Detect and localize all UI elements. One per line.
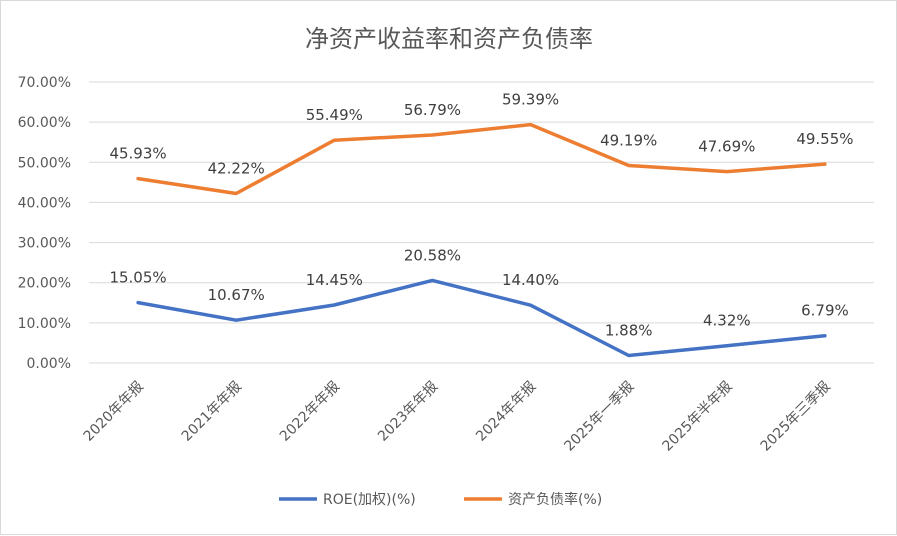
y-axis-ticks: 0.00% 10.00% 20.00% 30.00% 40.00% 50.00% 60.00… <box>18 75 71 372</box>
x-tick-label: 2023年年报 <box>375 379 441 445</box>
data-label: 6.79% <box>801 302 849 320</box>
data-label: 42.22% <box>208 160 265 178</box>
series-lines <box>136 122 827 358</box>
data-label: 49.55% <box>796 130 853 148</box>
legend-label-2[interactable]: 资产负债率(%) <box>508 491 602 508</box>
x-tick-label: 2024年年报 <box>473 379 539 445</box>
data-label: 55.49% <box>306 106 363 124</box>
x-tick-label: 2020年年报 <box>81 379 147 445</box>
y-tick-label: 30.00% <box>18 236 71 252</box>
x-axis-ticks: 2020年年报 2021年年报 2022年年报 2023年年报 2024年年报 2025年… <box>81 379 834 455</box>
x-tick-label: 2021年年报 <box>179 379 245 445</box>
y-tick-label: 70.00% <box>18 75 71 91</box>
chart-title: 净资产收益率和资产负债率 <box>305 25 593 53</box>
y-tick-label: 60.00% <box>18 115 71 131</box>
x-tick-label: 2025年半年报 <box>660 379 736 455</box>
y-tick-label: 40.00% <box>18 195 71 211</box>
y-tick-label: 10.00% <box>18 316 71 332</box>
y-tick-label: 0.00% <box>27 356 71 372</box>
data-label: 49.19% <box>600 132 657 150</box>
data-label: 4.32% <box>703 312 751 330</box>
data-label: 59.39% <box>502 91 559 109</box>
legend-label-1[interactable]: ROE(加权)(%) <box>323 492 416 508</box>
data-label: 15.05% <box>109 269 166 287</box>
data-label: 56.79% <box>404 101 461 119</box>
x-tick-label: 2022年年报 <box>277 379 343 445</box>
series-line-2 <box>136 122 827 196</box>
data-labels: 15.05% 10.67% 14.45% 20.58% 14.40% 1.88% 4.32%… <box>109 91 853 340</box>
gridlines <box>89 81 874 364</box>
legend[interactable]: ROE(加权)(%) 资产负债率(%) <box>279 491 602 508</box>
x-tick-label: 2025年三季报 <box>758 379 834 455</box>
data-label: 45.93% <box>109 145 166 163</box>
data-label: 47.69% <box>698 138 755 156</box>
data-label: 20.58% <box>404 246 461 264</box>
y-tick-label: 50.00% <box>18 155 71 171</box>
x-tick-label: 2025年一季报 <box>561 379 637 455</box>
data-label: 1.88% <box>605 321 653 339</box>
data-label: 14.40% <box>502 271 559 289</box>
y-tick-label: 20.00% <box>18 276 71 292</box>
data-label: 10.67% <box>208 286 265 304</box>
data-label: 14.45% <box>306 271 363 289</box>
series-line-1 <box>136 278 827 358</box>
